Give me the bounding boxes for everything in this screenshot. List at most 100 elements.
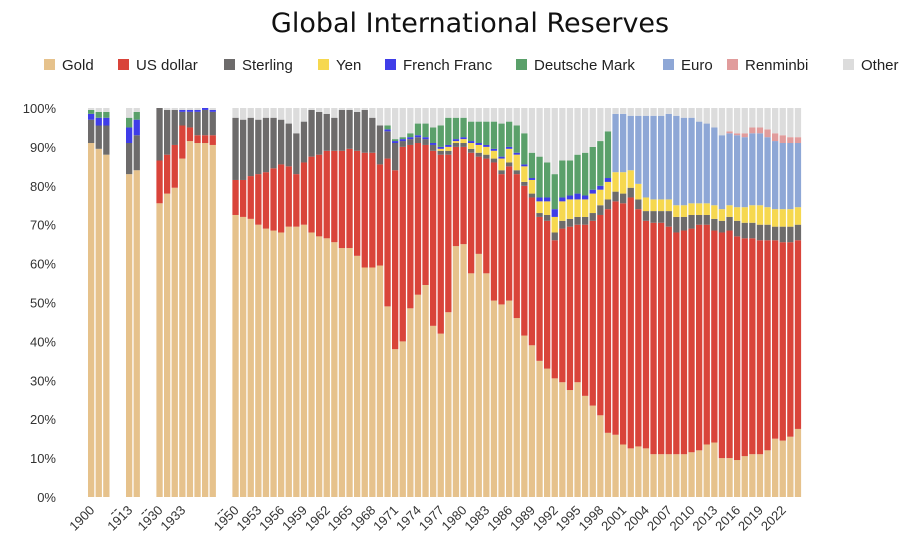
bar-stack (407, 108, 414, 497)
bar-segment-french-franc (513, 152, 520, 155)
bar-segment-deutsche-mark (460, 117, 467, 138)
y-tick-label: 60% (30, 257, 56, 272)
bar-segment-yen (627, 170, 634, 188)
bar-segment-gold (179, 158, 186, 497)
bar-segment-other (95, 108, 102, 112)
bar-segment-sterling (171, 109, 178, 145)
bar-segment-sterling (718, 220, 726, 233)
bar-segment-sterling (749, 222, 756, 239)
bar-stack (490, 108, 498, 497)
bar-segment-other (582, 108, 589, 153)
bar-segment-gold (460, 244, 467, 497)
bar-segment-other (589, 108, 596, 147)
y-tick-label: 100% (23, 101, 57, 116)
bar-segment-us-dollar (430, 150, 437, 326)
bar-stack (361, 108, 368, 497)
bar-segment-other (642, 108, 650, 116)
legend-item-sterling: Sterling (224, 57, 293, 74)
bar-segment-gold (278, 232, 285, 498)
bar-segment-sterling (574, 216, 581, 225)
bar-segment-us-dollar (240, 179, 247, 217)
bar-segment-other (468, 108, 475, 122)
bar-segment-sterling (460, 143, 467, 147)
bar-stack (331, 108, 338, 497)
x-tick-label: 1959 (279, 503, 310, 534)
bar-segment-yen (726, 205, 733, 217)
bar-stack (346, 108, 353, 497)
bar-segment-gold (430, 325, 437, 497)
bar-segment-gold (376, 265, 384, 497)
bar-segment-gold (513, 318, 520, 497)
bar-segment-us-dollar (369, 152, 376, 268)
bar-stack (658, 108, 665, 497)
bar-segment-euro (696, 121, 703, 204)
bar-segment-other (711, 108, 718, 128)
bar-segment-euro (779, 143, 786, 210)
bar-segment-us-dollar (262, 172, 270, 229)
bar-segment-gold (308, 232, 315, 498)
bar-segment-gold (574, 382, 581, 497)
bar-segment-us-dollar (612, 201, 619, 435)
bar-segment-gold (209, 144, 216, 497)
bar-segment-gold (126, 174, 133, 497)
bar-segment-deutsche-mark (566, 160, 574, 196)
bar-segment-sterling (772, 226, 779, 241)
bar-segment-sterling (392, 143, 399, 171)
bar-segment-sterling (422, 139, 429, 145)
bar-segment-deutsche-mark (544, 162, 551, 198)
bar-segment-euro (711, 127, 718, 206)
legend-swatch (318, 59, 329, 70)
bar-segment-french-franc (574, 193, 581, 200)
bar-segment-gold (772, 438, 779, 497)
bar-segment-gold (414, 294, 422, 497)
bar-segment-other (331, 108, 338, 118)
bar-segment-us-dollar (308, 156, 315, 233)
bar-stack (323, 108, 330, 497)
bar-segment-us-dollar (680, 230, 688, 455)
bar-segment-sterling (734, 220, 741, 237)
bar-stack (133, 108, 140, 498)
bar-stack (521, 108, 528, 497)
bar-segment-renminbi (787, 137, 794, 144)
bar-stack (528, 108, 536, 497)
bar-segment-gold (749, 454, 756, 497)
bar-segment-yen (779, 209, 786, 227)
bar-stack (718, 108, 726, 497)
bar-segment-deutsche-mark (392, 139, 399, 142)
bar-segment-other (346, 108, 353, 110)
bar-stack (414, 108, 422, 497)
bar-segment-french-franc (506, 146, 513, 149)
bar-segment-other (627, 108, 634, 116)
bar-segment-us-dollar (483, 158, 490, 274)
bar-segment-other (528, 108, 536, 153)
bar-stack (437, 108, 444, 497)
bar-segment-french-franc (521, 164, 528, 167)
bar-segment-deutsche-mark (475, 121, 482, 144)
bar-segment-sterling (498, 170, 505, 175)
bar-segment-yen (642, 197, 650, 212)
bar-segment-yen (620, 172, 627, 194)
bar-stack (186, 108, 194, 497)
bar-stack (308, 108, 315, 498)
bar-segment-deutsche-mark (551, 174, 558, 210)
bar-segment-euro (741, 137, 748, 208)
bar-segment-gold (293, 226, 300, 497)
bar-segment-sterling (323, 113, 330, 151)
legend-swatch (663, 59, 674, 70)
bar-segment-other (392, 108, 399, 140)
bar-segment-french-franc (559, 197, 566, 202)
bar-segment-euro (665, 113, 672, 200)
bar-segment-us-dollar (179, 125, 186, 159)
bar-segment-us-dollar (186, 127, 194, 142)
bar-segment-sterling (680, 216, 688, 231)
bar-segment-french-franc (475, 143, 482, 145)
bar-segment-deutsche-mark (437, 125, 444, 147)
bar-segment-french-franc (460, 137, 467, 140)
bar-segment-other (422, 108, 429, 124)
bar-segment-gold (422, 285, 429, 497)
bar-segment-other (285, 108, 292, 124)
bar-segment-sterling (300, 121, 308, 163)
bar-stack (209, 108, 216, 497)
bar-stack (635, 108, 642, 497)
legend-label: Gold (62, 57, 94, 74)
